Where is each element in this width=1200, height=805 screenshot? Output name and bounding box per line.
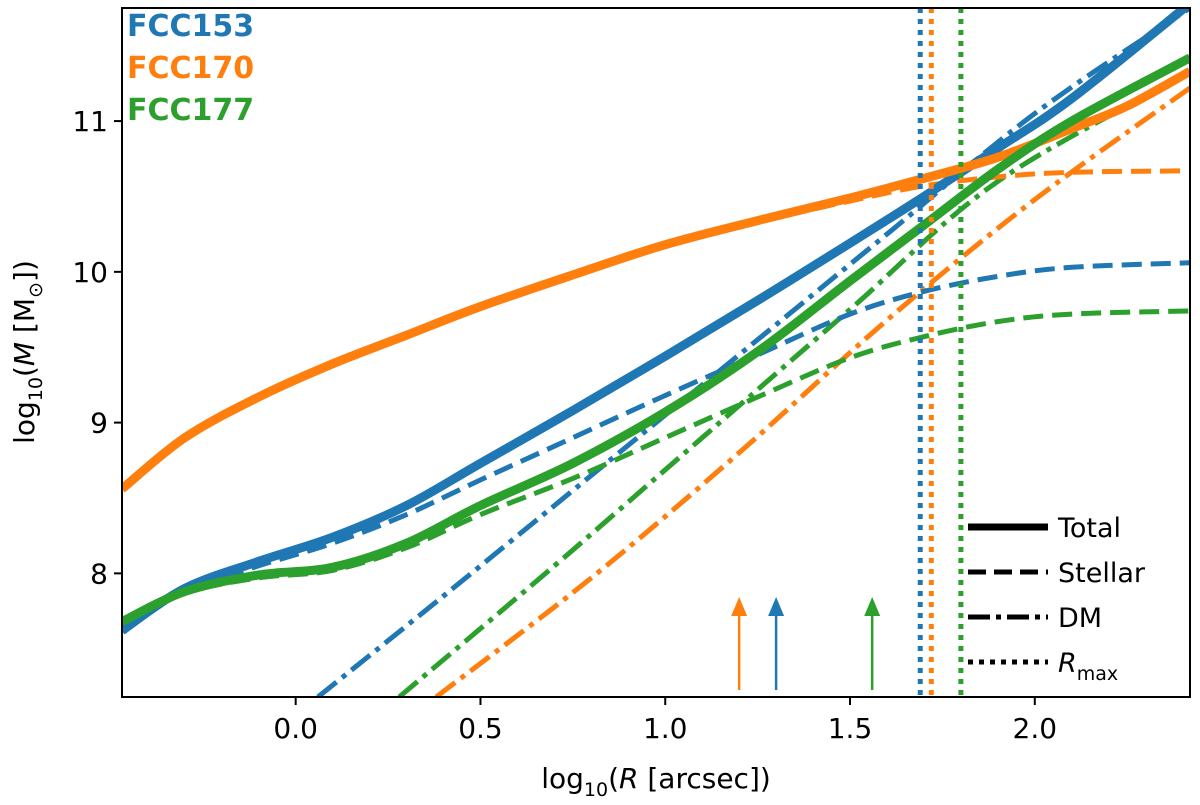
series-fcc170-dm bbox=[434, 85, 1190, 697]
plot-frame bbox=[121, 7, 1191, 698]
y-label-var: M bbox=[8, 342, 41, 366]
x-tick-label: 0.0 bbox=[273, 712, 318, 745]
arrow-fcc177 bbox=[864, 597, 881, 690]
arrow-layer bbox=[731, 597, 881, 690]
x-label-unit: [arcsec]) bbox=[638, 762, 770, 795]
y-label-paren: ( bbox=[8, 366, 41, 377]
legend-rmax-sub: max bbox=[1077, 663, 1118, 685]
arrow-fcc153 bbox=[768, 597, 785, 690]
legend-label-dm: DM bbox=[1058, 603, 1102, 634]
y-label-sub: 10 bbox=[25, 377, 47, 401]
x-label-paren: ( bbox=[608, 762, 619, 795]
series-fcc170-total bbox=[122, 67, 1190, 493]
x-label-var: R bbox=[619, 762, 638, 795]
legend-label-stellar: Stellar bbox=[1058, 558, 1146, 589]
y-label-sun-symbol: ⊙ bbox=[25, 282, 47, 298]
series-fcc153-dm bbox=[316, 8, 1190, 697]
series-fcc153-total bbox=[122, 8, 1190, 635]
rmax-layer bbox=[917, 8, 964, 697]
y-axis-label: log10(M [M⊙]) bbox=[8, 260, 47, 444]
series-layer bbox=[122, 8, 1190, 697]
y-label-close: ]) bbox=[8, 260, 41, 282]
y-label-log: log bbox=[8, 401, 41, 444]
x-tick-label: 0.5 bbox=[458, 712, 503, 745]
galaxy-label-fcc153: FCC153 bbox=[127, 9, 254, 44]
legend-label-rmax: Rmax bbox=[1058, 648, 1118, 685]
x-tick-label: 1.5 bbox=[828, 712, 873, 745]
series-fcc153-stellar bbox=[122, 260, 1190, 633]
series-fcc177-total bbox=[122, 53, 1190, 626]
x-axis-label: log10(R [arcsec]) bbox=[541, 762, 771, 801]
y-label-unit: [M bbox=[8, 298, 41, 342]
ticks-layer: 0.0 0.5 1.0 1.5 2.0 8 9 10 11 bbox=[72, 105, 1057, 745]
y-tick-label: 9 bbox=[90, 407, 108, 440]
x-label-sub: 10 bbox=[584, 779, 608, 801]
series-fcc177-dm bbox=[397, 70, 1190, 697]
x-tick-label: 1.0 bbox=[643, 712, 688, 745]
x-label-log: log bbox=[541, 762, 584, 795]
y-tick-label: 10 bbox=[72, 256, 108, 289]
legend-label-total: Total bbox=[1057, 513, 1121, 544]
legend-rmax-var: R bbox=[1058, 648, 1077, 679]
arrow-fcc170 bbox=[731, 597, 748, 690]
galaxy-label-fcc170: FCC170 bbox=[127, 51, 254, 86]
x-tick-label: 2.0 bbox=[1013, 712, 1058, 745]
galaxy-label-fcc177: FCC177 bbox=[127, 93, 254, 128]
y-tick-label: 11 bbox=[72, 105, 108, 138]
legend: Total Stellar DM Rmax bbox=[968, 513, 1146, 685]
y-tick-label: 8 bbox=[90, 557, 108, 590]
